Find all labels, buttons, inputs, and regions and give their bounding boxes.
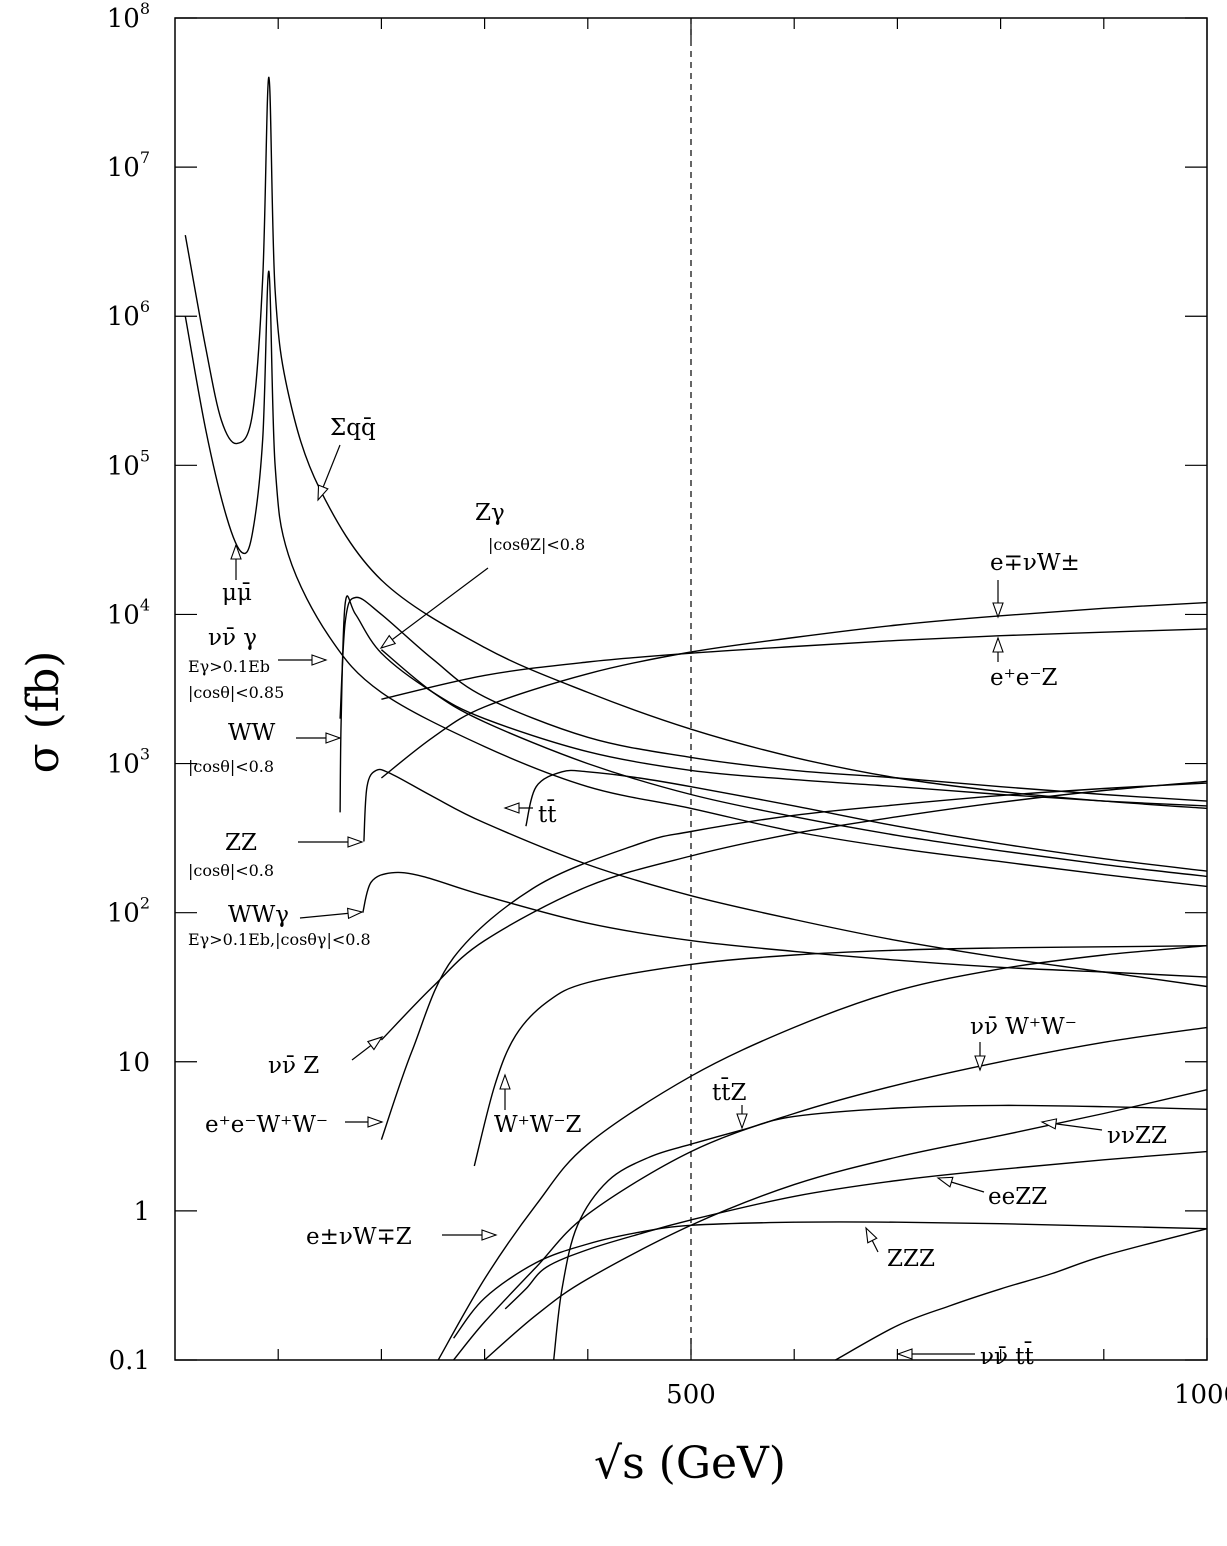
- label-zz-cut: |cosθ|<0.8: [188, 861, 274, 880]
- label-zz: ZZ: [225, 830, 257, 856]
- label-nng-cut2: |cosθ|<0.85: [188, 683, 284, 702]
- curve-eWZ: [453, 1026, 1208, 1361]
- y-tick-label: 0.1: [109, 1346, 150, 1376]
- arrowhead-ZZZ: [865, 1226, 878, 1244]
- label-zgamma: Zγ: [475, 500, 505, 526]
- curve-nnbar_gamma: [339, 596, 1208, 802]
- arrowhead-ttZ: [736, 1113, 748, 1130]
- label-eWZ: e±νW∓Z: [306, 1224, 412, 1250]
- label-nnWW: νν̄ W⁺W⁻: [970, 1014, 1077, 1040]
- label-WWZ: W⁺W⁻Z: [494, 1112, 582, 1138]
- arrowhead-nnWW: [974, 1055, 986, 1072]
- y-tick-label: 102: [107, 894, 150, 929]
- arrowhead-ww: [325, 732, 342, 744]
- label-nntt: νν̄ tt̄: [980, 1342, 1035, 1370]
- label-ttZ: tt̄Z: [712, 1078, 746, 1106]
- y-tick-label: 105: [107, 446, 150, 481]
- label-mumu: μμ̄: [222, 580, 252, 606]
- y-tick-label: 106: [107, 297, 150, 332]
- arrowhead-mumu: [230, 543, 242, 560]
- label-sqq: Σqq̄: [330, 415, 376, 441]
- arrowhead-eWZ: [481, 1229, 498, 1241]
- curve-tt: [525, 769, 1208, 872]
- label-ww: WW: [228, 720, 276, 746]
- label-nng-cut: Eγ>0.1Eb: [188, 657, 270, 676]
- y-tick-exponent: 2: [140, 894, 150, 913]
- arrowhead-zz: [347, 836, 364, 848]
- arrowhead-nnZ: [366, 1036, 384, 1051]
- y-tick-exponent: 5: [140, 446, 150, 465]
- curve-ttZ: [553, 1104, 1208, 1361]
- label-tt: tt̄: [538, 800, 557, 828]
- curve-zz: [363, 768, 1208, 988]
- y-axis-title: σ (fb): [18, 651, 69, 774]
- label-nnZ: νν̄ Z: [268, 1053, 319, 1079]
- curve-wwgamma: [362, 871, 1208, 978]
- arrowhead-enuW: [992, 602, 1004, 619]
- label-nnZZ: ννZZ: [1107, 1123, 1167, 1149]
- curve-nnWW: [437, 945, 1208, 1361]
- y-tick-exponent: 4: [140, 595, 150, 614]
- curve-labels: Σqq̄ μμ̄ Zγ |cosθZ|<0.8 νν̄ γ Eγ>0.1Eb |cosθ|<…: [188, 415, 1167, 1370]
- arrowhead-WWZ: [499, 1073, 511, 1090]
- curve-nnZZ: [484, 1089, 1208, 1361]
- y-tick-exponent: 8: [140, 0, 150, 18]
- label-eeWW: e⁺e⁻W⁺W⁻: [205, 1112, 328, 1138]
- label-ZZZ: ZZZ: [887, 1246, 935, 1272]
- curve-sqq: [184, 76, 1208, 810]
- arrowhead-tt: [503, 802, 520, 814]
- y-tick-label: 1: [133, 1197, 150, 1227]
- label-ww-cut: |cosθ|<0.8: [188, 757, 274, 776]
- y-tick-exponent: 3: [140, 745, 150, 764]
- curve-zgamma: [380, 649, 1208, 878]
- y-tick-label: 108: [107, 0, 150, 34]
- arrowhead-wwg: [346, 907, 364, 920]
- arrowhead-zgamma: [379, 634, 397, 649]
- curve-eeZ: [381, 628, 1208, 700]
- x-tick-label: 1000: [1174, 1380, 1227, 1410]
- y-tick-exponent: 7: [140, 148, 150, 167]
- curve-WWZ: [473, 945, 1208, 1167]
- label-wwg: WWγ: [228, 902, 289, 928]
- arrowhead-nntt: [896, 1348, 913, 1360]
- axis-ticks: [175, 17, 1208, 1361]
- x-tick-labels: 500 1000: [666, 1380, 1227, 1410]
- arrowhead-eeWW: [367, 1116, 384, 1128]
- curve-eeWW: [380, 782, 1208, 1140]
- curve-nnZ: [380, 780, 1208, 1041]
- arrowhead-eeZ: [992, 636, 1004, 653]
- y-tick-label: 103: [107, 745, 150, 780]
- label-wwg-cut: Eγ>0.1Eb,|cosθγ|<0.8: [188, 930, 371, 949]
- label-enuW: e∓νW±: [990, 550, 1080, 576]
- label-eeZ: e⁺e⁻Z: [990, 665, 1058, 691]
- arrowhead-sqq: [317, 484, 329, 502]
- arrowhead-nnZZ: [1040, 1118, 1058, 1130]
- label-eeZZ: eeZZ: [988, 1184, 1047, 1210]
- label-zgamma-cut: |cosθZ|<0.8: [488, 535, 585, 554]
- y-tick-exponent: 6: [140, 297, 150, 316]
- curve-ZZZ: [453, 1221, 1208, 1339]
- curves: [184, 76, 1208, 1361]
- y-tick-labels: 0.1 1 10 102 103 104 105 106 107 108: [107, 0, 150, 1376]
- curve-mumu: [184, 270, 1208, 888]
- x-axis-title: √s (GeV): [594, 1438, 786, 1489]
- annotation-arrows: [230, 444, 1103, 1360]
- arrowhead-eeZZ: [936, 1176, 954, 1188]
- arrowhead-nng: [311, 654, 328, 666]
- y-tick-label: 107: [107, 148, 150, 183]
- y-tick-label: 104: [107, 595, 150, 630]
- label-nng: νν̄ γ: [208, 625, 257, 651]
- curve-enuW: [380, 601, 1208, 779]
- x-tick-label: 500: [666, 1380, 716, 1410]
- curve-nntt: [835, 1228, 1208, 1361]
- arrow-zgamma: [380, 567, 489, 649]
- curve-eeZZ: [504, 1150, 1208, 1310]
- y-tick-label: 10: [117, 1048, 150, 1078]
- curve-ww: [339, 595, 1208, 813]
